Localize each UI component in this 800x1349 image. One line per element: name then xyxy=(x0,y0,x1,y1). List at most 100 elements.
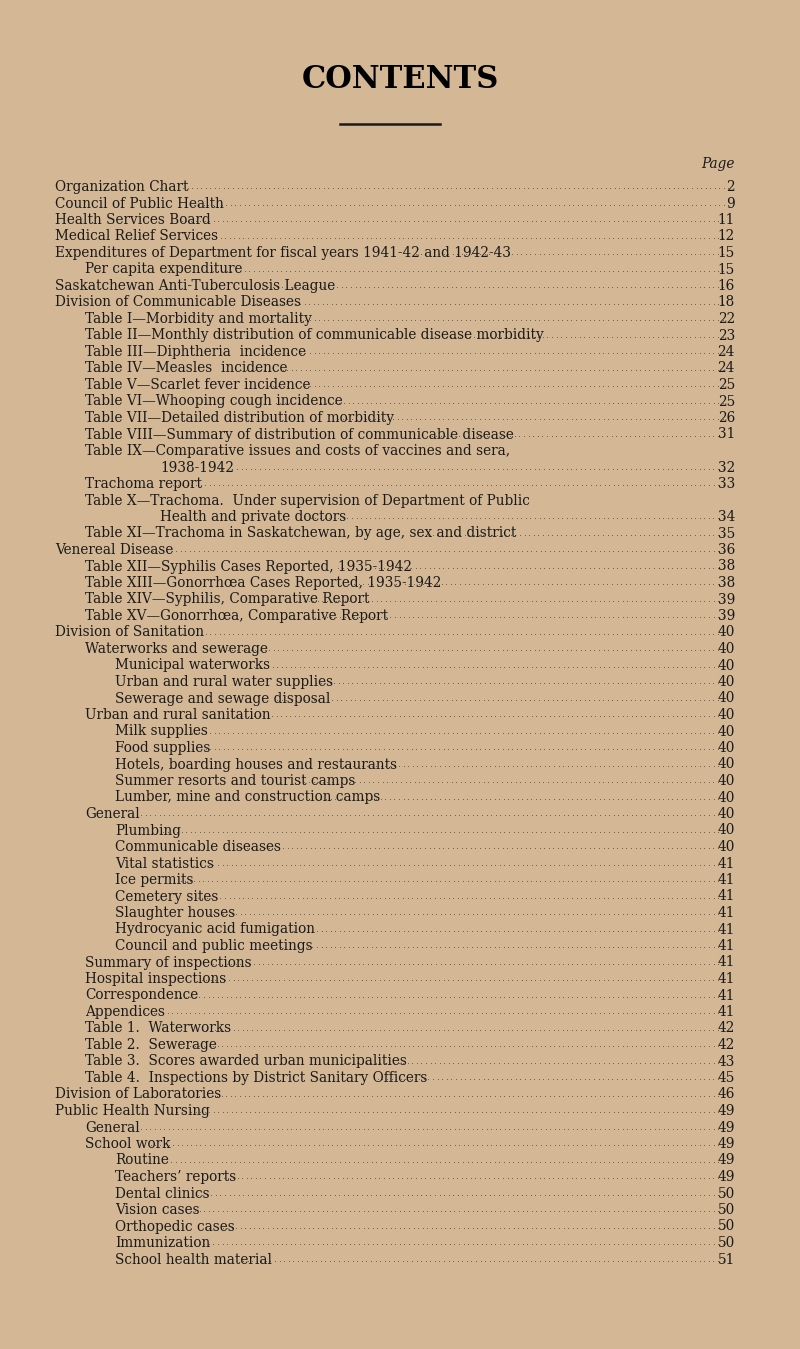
Text: 49: 49 xyxy=(718,1137,735,1151)
Text: Table 1.  Waterworks: Table 1. Waterworks xyxy=(85,1021,231,1036)
Text: 40: 40 xyxy=(718,774,735,788)
Text: 35: 35 xyxy=(718,526,735,541)
Text: 40: 40 xyxy=(718,791,735,804)
Text: 40: 40 xyxy=(718,658,735,673)
Text: 40: 40 xyxy=(718,823,735,838)
Text: CONTENTS: CONTENTS xyxy=(302,63,498,94)
Text: 25: 25 xyxy=(718,378,735,393)
Text: Hospital inspections: Hospital inspections xyxy=(85,973,226,986)
Text: Trachoma report: Trachoma report xyxy=(85,478,202,491)
Text: Table 2.  Sewerage: Table 2. Sewerage xyxy=(85,1037,217,1052)
Text: 40: 40 xyxy=(718,807,735,822)
Text: 22: 22 xyxy=(718,312,735,326)
Text: 40: 40 xyxy=(718,758,735,772)
Text: Table III—Diphtheria  incidence: Table III—Diphtheria incidence xyxy=(85,345,306,359)
Text: 24: 24 xyxy=(718,345,735,359)
Text: 41: 41 xyxy=(718,973,735,986)
Text: 1938-1942: 1938-1942 xyxy=(160,460,234,475)
Text: 40: 40 xyxy=(718,642,735,656)
Text: Table XIV—Syphilis, Comparative Report: Table XIV—Syphilis, Comparative Report xyxy=(85,592,370,607)
Text: Routine: Routine xyxy=(115,1153,169,1167)
Text: Orthopedic cases: Orthopedic cases xyxy=(115,1219,234,1233)
Text: Dental clinics: Dental clinics xyxy=(115,1187,210,1201)
Text: 42: 42 xyxy=(718,1021,735,1036)
Text: 11: 11 xyxy=(718,213,735,227)
Text: 15: 15 xyxy=(718,263,735,277)
Text: Council of Public Health: Council of Public Health xyxy=(55,197,224,210)
Text: Medical Relief Services: Medical Relief Services xyxy=(55,229,218,244)
Text: Appendices: Appendices xyxy=(85,1005,165,1018)
Text: 41: 41 xyxy=(718,923,735,936)
Text: Table VII—Detailed distribution of morbidity: Table VII—Detailed distribution of morbi… xyxy=(85,411,394,425)
Text: Table XV—Gonorrhœa, Comparative Report: Table XV—Gonorrhœa, Comparative Report xyxy=(85,608,388,623)
Text: 43: 43 xyxy=(718,1055,735,1068)
Text: 50: 50 xyxy=(718,1219,735,1233)
Text: Venereal Disease: Venereal Disease xyxy=(55,544,174,557)
Text: 39: 39 xyxy=(718,608,735,623)
Text: Urban and rural water supplies: Urban and rural water supplies xyxy=(115,674,333,689)
Text: 32: 32 xyxy=(718,460,735,475)
Text: 15: 15 xyxy=(718,246,735,260)
Text: Table VI—Whooping cough incidence: Table VI—Whooping cough incidence xyxy=(85,394,342,409)
Text: Table X—Trachoma.  Under supervision of Department of Public: Table X—Trachoma. Under supervision of D… xyxy=(85,494,530,507)
Text: General: General xyxy=(85,807,140,822)
Text: 50: 50 xyxy=(718,1236,735,1251)
Text: 41: 41 xyxy=(718,939,735,952)
Text: Urban and rural sanitation: Urban and rural sanitation xyxy=(85,708,270,722)
Text: Table IX—Comparative issues and costs of vaccines and sera,: Table IX—Comparative issues and costs of… xyxy=(85,444,510,459)
Text: 18: 18 xyxy=(718,295,735,309)
Text: Division of Sanitation: Division of Sanitation xyxy=(55,626,204,639)
Text: Expenditures of Department for fiscal years 1941-42 and 1942-43: Expenditures of Department for fiscal ye… xyxy=(55,246,511,260)
Text: 16: 16 xyxy=(718,279,735,293)
Text: Summer resorts and tourist camps: Summer resorts and tourist camps xyxy=(115,774,355,788)
Text: 26: 26 xyxy=(718,411,735,425)
Text: Table I—Morbidity and mortality: Table I—Morbidity and mortality xyxy=(85,312,312,326)
Text: Milk supplies: Milk supplies xyxy=(115,724,208,738)
Text: Waterworks and sewerage: Waterworks and sewerage xyxy=(85,642,268,656)
Text: Division of Laboratories: Division of Laboratories xyxy=(55,1087,222,1102)
Text: 38: 38 xyxy=(718,560,735,573)
Text: Division of Communicable Diseases: Division of Communicable Diseases xyxy=(55,295,301,309)
Text: Sewerage and sewage disposal: Sewerage and sewage disposal xyxy=(115,692,330,706)
Text: 45: 45 xyxy=(718,1071,735,1085)
Text: Council and public meetings: Council and public meetings xyxy=(115,939,313,952)
Text: 49: 49 xyxy=(718,1153,735,1167)
Text: 49: 49 xyxy=(718,1121,735,1135)
Text: Cemetery sites: Cemetery sites xyxy=(115,889,218,904)
Text: Table IV—Measles  incidence: Table IV—Measles incidence xyxy=(85,362,287,375)
Text: Public Health Nursing: Public Health Nursing xyxy=(55,1103,210,1118)
Text: Summary of inspections: Summary of inspections xyxy=(85,955,252,970)
Text: Ice permits: Ice permits xyxy=(115,873,194,888)
Text: 40: 40 xyxy=(718,724,735,738)
Text: Correspondence: Correspondence xyxy=(85,989,198,1002)
Text: Table 3.  Scores awarded urban municipalities: Table 3. Scores awarded urban municipali… xyxy=(85,1055,407,1068)
Text: Saskatchewan Anti-Tuberculosis League: Saskatchewan Anti-Tuberculosis League xyxy=(55,279,335,293)
Text: 2: 2 xyxy=(726,179,735,194)
Text: Municipal waterworks: Municipal waterworks xyxy=(115,658,270,673)
Text: Page: Page xyxy=(702,156,735,171)
Text: Food supplies: Food supplies xyxy=(115,741,210,755)
Text: 50: 50 xyxy=(718,1203,735,1217)
Text: 41: 41 xyxy=(718,989,735,1002)
Text: Communicable diseases: Communicable diseases xyxy=(115,840,281,854)
Text: General: General xyxy=(85,1121,140,1135)
Text: 31: 31 xyxy=(718,428,735,441)
Text: 24: 24 xyxy=(718,362,735,375)
Text: 25: 25 xyxy=(718,394,735,409)
Text: Plumbing: Plumbing xyxy=(115,823,181,838)
Text: Lumber, mine and construction camps: Lumber, mine and construction camps xyxy=(115,791,380,804)
Text: 41: 41 xyxy=(718,907,735,920)
Text: 12: 12 xyxy=(718,229,735,244)
Text: Slaughter houses: Slaughter houses xyxy=(115,907,235,920)
Text: 41: 41 xyxy=(718,955,735,970)
Text: 40: 40 xyxy=(718,840,735,854)
Text: Vital statistics: Vital statistics xyxy=(115,857,214,870)
Text: 36: 36 xyxy=(718,544,735,557)
Text: 23: 23 xyxy=(718,329,735,343)
Text: Immunization: Immunization xyxy=(115,1236,210,1251)
Text: Table V—Scarlet fever incidence: Table V—Scarlet fever incidence xyxy=(85,378,310,393)
Text: 49: 49 xyxy=(718,1170,735,1184)
Text: 46: 46 xyxy=(718,1087,735,1102)
Text: Table II—Monthly distribution of communicable disease morbidity: Table II—Monthly distribution of communi… xyxy=(85,329,544,343)
Text: School work: School work xyxy=(85,1137,170,1151)
